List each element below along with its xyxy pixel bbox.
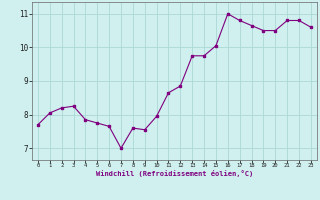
- X-axis label: Windchill (Refroidissement éolien,°C): Windchill (Refroidissement éolien,°C): [96, 170, 253, 177]
